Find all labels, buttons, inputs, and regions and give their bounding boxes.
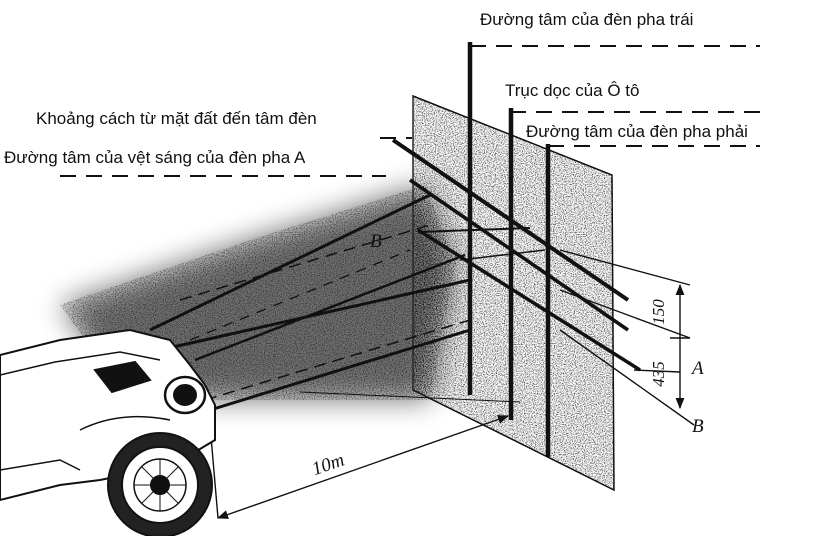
beam-lines xyxy=(149,193,471,412)
distance-text: 10m xyxy=(309,450,347,481)
label-beam-spot-center-a: Đường tâm của vệt sáng của đèn pha A xyxy=(4,148,306,167)
marker-b-left: B xyxy=(370,231,382,252)
marker-b-right: B xyxy=(692,416,704,437)
label-left-headlight-center: Đường tâm của đèn pha trái xyxy=(480,10,693,29)
alignment-screen xyxy=(412,94,615,492)
ground-line xyxy=(299,391,521,403)
marker-a: A xyxy=(690,358,704,379)
vertical-dimension xyxy=(670,283,690,410)
dimension-extension-lines xyxy=(559,249,695,426)
distance-dimension xyxy=(209,415,510,519)
dashed-guide-lines xyxy=(60,45,760,177)
label-ground-to-lamp-distance: Khoảng cách từ mặt đất đến tâm đèn xyxy=(36,109,317,128)
label-right-headlight-center: Đường tâm của đèn pha phải xyxy=(526,122,748,141)
dim-lower-text: 435 xyxy=(649,361,668,387)
vertical-center-lines xyxy=(467,42,551,457)
car-front xyxy=(0,328,216,536)
label-car-longitudinal-axis: Trục dọc của Ô tô xyxy=(505,81,639,100)
dim-upper-text: 150 xyxy=(649,299,668,325)
